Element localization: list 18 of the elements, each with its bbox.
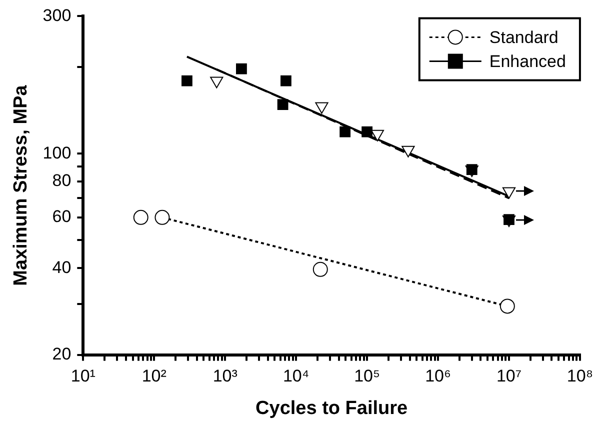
y-tick-label: 20 bbox=[52, 344, 72, 364]
y-tick-label: 100 bbox=[42, 143, 72, 162]
legend-label: Enhanced bbox=[489, 52, 566, 71]
x-tick-label: 10⁴ bbox=[282, 366, 310, 386]
x-tick-label: 10⁷ bbox=[496, 366, 522, 386]
x-tick-label: 10³ bbox=[212, 366, 238, 386]
y-tick-label: 300 bbox=[42, 6, 72, 25]
x-tick-label: 10⁸ bbox=[566, 366, 594, 386]
y-axis-title: Maximum Stress, MPa bbox=[10, 84, 32, 286]
x-axis-title: Cycles to Failure bbox=[256, 398, 408, 419]
legend-label: Standard bbox=[489, 28, 558, 47]
y-tick-label: 80 bbox=[52, 171, 72, 190]
x-tick-label: 10² bbox=[142, 366, 167, 386]
x-tick-label: 10⁵ bbox=[354, 366, 380, 386]
y-tick-label: 60 bbox=[52, 207, 72, 226]
y-tick-label: 40 bbox=[52, 258, 72, 277]
x-tick-label: 10¹ bbox=[70, 366, 96, 386]
x-tick-label: 10⁶ bbox=[425, 366, 451, 386]
